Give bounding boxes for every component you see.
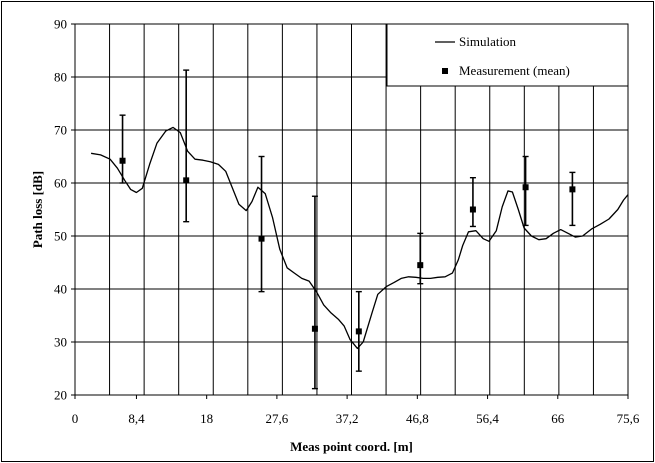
x-tick-label: 46,8	[406, 411, 429, 426]
measurement-marker	[417, 262, 424, 269]
legend-label-measurement: Measurement (mean)	[459, 63, 570, 78]
y-tick-labels: 20 30 40 50 60 70 80 90	[54, 17, 75, 403]
measurement-point	[417, 232, 424, 285]
measurement-marker	[355, 328, 362, 335]
measurement-marker	[258, 235, 265, 242]
y-axis-label: Path loss [dB]	[30, 171, 45, 248]
measurement-marker	[119, 157, 126, 164]
y-tick-label: 90	[54, 17, 67, 32]
y-tick-label: 60	[54, 176, 67, 191]
measurement-point	[522, 155, 529, 227]
legend-swatch-measurement	[442, 68, 448, 74]
x-axis-label: Meas point coord. [m]	[290, 439, 413, 454]
x-tick-label: 0	[72, 411, 79, 426]
series-line-simulation	[90, 126, 629, 350]
x-tick-labels: 0 8,4 18 27,6 37,2 46,8 56,4 66 75,6	[72, 395, 640, 426]
measurement-marker	[569, 186, 576, 193]
x-tick-label: 18	[200, 411, 213, 426]
legend-box	[386, 23, 629, 87]
x-tick-label: 56,4	[476, 411, 499, 426]
measurement-point	[258, 155, 265, 293]
x-tick-label: 27,6	[266, 411, 289, 426]
x-tick-label: 37,2	[336, 411, 359, 426]
measurement-marker	[311, 325, 318, 332]
y-tick-label: 70	[54, 123, 67, 138]
measurement-point	[569, 171, 576, 227]
measurement-point	[469, 176, 476, 228]
measurement-point	[311, 195, 318, 390]
series-layer	[90, 69, 629, 390]
legend: Simulation Measurement (mean)	[386, 23, 629, 87]
measurement-point	[183, 69, 190, 223]
y-tick-label: 40	[54, 282, 67, 297]
measurement-point	[119, 114, 126, 184]
measurement-marker	[469, 206, 476, 213]
y-tick-label: 50	[54, 229, 67, 244]
measurement-marker	[522, 184, 529, 191]
legend-label-simulation: Simulation	[459, 34, 517, 49]
y-tick-label: 30	[54, 335, 67, 350]
y-tick-label: 20	[54, 388, 67, 403]
x-tick-label: 66	[551, 411, 565, 426]
y-tick-label: 80	[54, 70, 67, 85]
x-tick-label: 8,4	[128, 411, 145, 426]
measurement-marker	[183, 177, 190, 184]
x-tick-label: 75,6	[617, 411, 640, 426]
measurement-point	[355, 290, 362, 372]
